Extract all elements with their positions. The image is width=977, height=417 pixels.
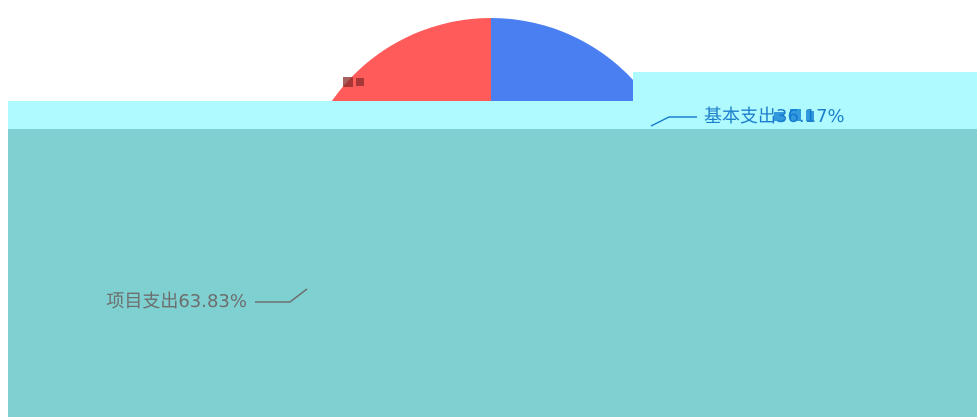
project-label-mark-2	[356, 78, 364, 86]
basic-label-mark-3	[806, 111, 814, 121]
overlay-band	[8, 101, 977, 129]
basic-label-leader	[650, 116, 697, 127]
project-label-mark-1	[343, 77, 353, 87]
overlay-panel	[8, 129, 977, 417]
basic-label-mark-2	[790, 109, 801, 121]
pie-slice-basic-top	[491, 18, 651, 101]
project-label-text: 项目支出63.83%	[106, 291, 247, 312]
pie-slice-project-top	[331, 18, 491, 101]
project-label-leader	[255, 288, 308, 303]
overlay-top-right	[633, 72, 977, 101]
basic-label-mark-1	[774, 112, 784, 121]
